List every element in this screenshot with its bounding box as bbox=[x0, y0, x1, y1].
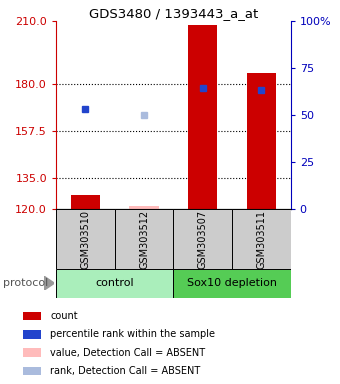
Text: percentile rank within the sample: percentile rank within the sample bbox=[50, 329, 215, 339]
Bar bbox=[115, 209, 173, 269]
Text: count: count bbox=[50, 311, 78, 321]
Bar bbox=[173, 209, 232, 269]
Text: GSM303511: GSM303511 bbox=[256, 210, 266, 268]
Bar bbox=[56, 269, 173, 298]
Bar bbox=[23, 349, 41, 357]
Text: value, Detection Call = ABSENT: value, Detection Call = ABSENT bbox=[50, 348, 205, 358]
Text: GSM303512: GSM303512 bbox=[139, 210, 149, 268]
Text: GSM303510: GSM303510 bbox=[81, 210, 90, 268]
Text: control: control bbox=[96, 278, 134, 288]
Bar bbox=[130, 206, 159, 209]
Title: GDS3480 / 1393443_a_at: GDS3480 / 1393443_a_at bbox=[89, 7, 258, 20]
Bar bbox=[173, 269, 291, 298]
Text: protocol: protocol bbox=[3, 278, 49, 288]
Bar bbox=[188, 25, 217, 209]
Text: GSM303507: GSM303507 bbox=[198, 210, 208, 268]
Bar bbox=[23, 312, 41, 320]
Bar bbox=[23, 330, 41, 339]
Bar bbox=[56, 209, 115, 269]
Bar bbox=[247, 73, 276, 209]
Text: rank, Detection Call = ABSENT: rank, Detection Call = ABSENT bbox=[50, 366, 201, 376]
Text: Sox10 depletion: Sox10 depletion bbox=[187, 278, 277, 288]
Polygon shape bbox=[44, 276, 54, 290]
Bar bbox=[232, 209, 291, 269]
Bar bbox=[71, 195, 100, 209]
Bar bbox=[23, 367, 41, 375]
